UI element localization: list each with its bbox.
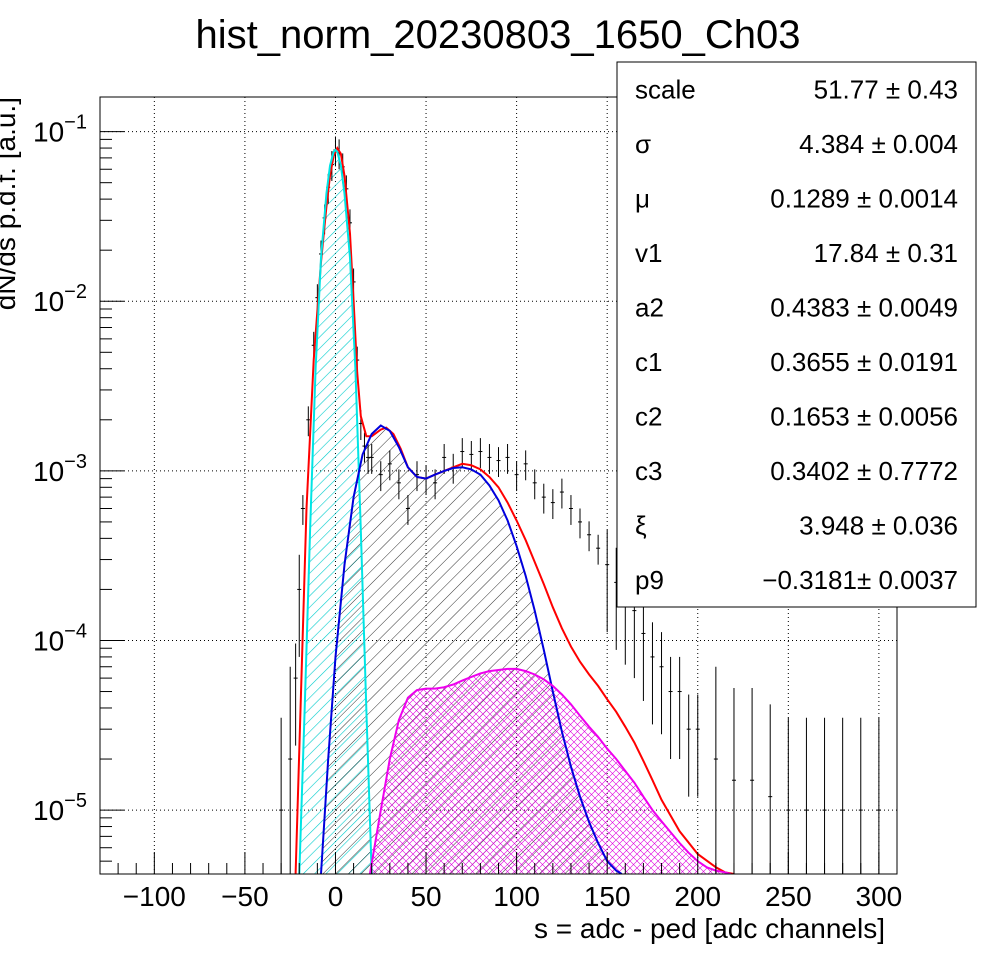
x-tick-label: 50 bbox=[410, 881, 441, 912]
y-tick-label: 10−5 bbox=[33, 790, 87, 826]
data-point bbox=[279, 717, 284, 874]
data-point bbox=[587, 521, 592, 552]
stat-value: 3.948 ± 0.036 bbox=[799, 510, 958, 540]
data-point bbox=[293, 643, 298, 746]
data-point bbox=[677, 656, 682, 760]
data-point bbox=[768, 704, 773, 874]
data-point bbox=[641, 598, 646, 701]
data-point bbox=[559, 478, 564, 509]
stat-value: 0.3655 ± 0.0191 bbox=[770, 347, 958, 377]
stat-value: 0.1289 ± 0.0014 bbox=[770, 183, 958, 213]
data-point bbox=[442, 443, 447, 474]
data-point bbox=[822, 717, 827, 874]
data-point bbox=[804, 717, 809, 874]
data-point bbox=[876, 717, 881, 874]
x-tick-label: 200 bbox=[674, 881, 721, 912]
data-point bbox=[605, 530, 610, 633]
x-tick-label: 300 bbox=[856, 881, 903, 912]
fit-curve bbox=[294, 146, 735, 874]
stat-name: μ bbox=[635, 183, 650, 213]
y-tick-label: 10−1 bbox=[33, 112, 87, 148]
x-tick-label: 250 bbox=[765, 881, 812, 912]
data-point bbox=[366, 443, 371, 474]
stat-value: 0.3402 ± 0.7772 bbox=[770, 456, 958, 486]
data-point bbox=[596, 534, 601, 565]
stat-name: v1 bbox=[635, 238, 662, 268]
data-point bbox=[578, 508, 583, 539]
stats-box-frame bbox=[616, 61, 977, 608]
fit-curves bbox=[294, 146, 735, 874]
fit-fills bbox=[299, 149, 731, 874]
stat-value: 4.384 ± 0.004 bbox=[799, 129, 958, 159]
data-point bbox=[300, 495, 305, 525]
data-point bbox=[713, 666, 718, 874]
data-point bbox=[541, 483, 546, 514]
y-tick-labels: 10−1 10−2 10−3 10−4 10−5 bbox=[33, 112, 87, 826]
x-tick-label: −50 bbox=[221, 881, 269, 912]
stat-value: 17.84 ± 0.31 bbox=[814, 238, 958, 268]
stat-value: 0.1653 ± 0.0056 bbox=[770, 401, 958, 431]
data-point bbox=[505, 443, 510, 474]
x-tick-label: 150 bbox=[584, 881, 631, 912]
data-point bbox=[288, 666, 293, 874]
x-tick-label: 100 bbox=[493, 881, 540, 912]
y-tick-label: 10−2 bbox=[33, 281, 87, 317]
data-point bbox=[478, 438, 483, 468]
fit-stats-box: scale 51.77 ± 0.43 σ 4.384 ± 0.004 μ 0.1289 ±… bbox=[616, 61, 977, 608]
x-tick-labels: −100 −50 0 50 100 150 200 250 300 bbox=[123, 881, 902, 912]
data-point bbox=[650, 622, 655, 725]
data-point bbox=[550, 489, 555, 520]
chart-title: hist_norm_20230803_1650_Ch03 bbox=[196, 13, 801, 57]
data-point bbox=[306, 406, 311, 437]
data-point bbox=[378, 461, 383, 492]
data-point bbox=[532, 469, 537, 500]
fill-magenta bbox=[369, 668, 731, 874]
data-point bbox=[387, 450, 392, 481]
x-tick-label: 0 bbox=[328, 881, 344, 912]
data-point bbox=[840, 717, 845, 874]
stat-value: 0.4383 ± 0.0049 bbox=[770, 292, 958, 322]
data-point bbox=[568, 495, 573, 525]
data-point bbox=[858, 717, 863, 874]
y-axis-title: dN/ds p.d.f. [a.u.] bbox=[0, 97, 21, 310]
data-point bbox=[523, 450, 528, 481]
stat-name: σ bbox=[635, 129, 651, 159]
y-tick-label: 10−4 bbox=[33, 620, 87, 656]
data-point bbox=[405, 495, 410, 525]
stat-name: a2 bbox=[635, 292, 664, 322]
data-point bbox=[487, 443, 492, 474]
stat-name: ξ bbox=[635, 510, 647, 540]
data-point bbox=[786, 717, 791, 874]
stat-name: p9 bbox=[635, 565, 664, 595]
fit-curve bbox=[298, 148, 373, 874]
data-point bbox=[369, 443, 374, 474]
axis-ticks bbox=[100, 131, 898, 874]
data-point bbox=[396, 469, 401, 500]
x-axis-title: s = adc - ped [adc channels] bbox=[534, 913, 885, 944]
data-point bbox=[514, 461, 519, 492]
x-tick-label: −100 bbox=[123, 881, 186, 912]
data-point bbox=[686, 694, 691, 797]
stat-name: c1 bbox=[635, 347, 662, 377]
data-point bbox=[659, 632, 664, 735]
stat-name: c2 bbox=[635, 401, 662, 431]
data-point bbox=[695, 694, 700, 797]
stat-name: scale bbox=[635, 74, 696, 104]
fit-curve bbox=[368, 667, 731, 874]
data-point bbox=[668, 656, 673, 760]
y-tick-label: 10−3 bbox=[33, 451, 87, 487]
data-point bbox=[750, 687, 755, 874]
stat-name: c3 bbox=[635, 456, 662, 486]
stat-value: 51.77 ± 0.43 bbox=[814, 74, 958, 104]
data-point bbox=[496, 447, 501, 478]
data-point bbox=[297, 554, 302, 657]
stat-value: −0.3181± 0.0037 bbox=[762, 565, 958, 595]
data-point bbox=[731, 687, 736, 874]
fit-curve bbox=[320, 424, 623, 874]
